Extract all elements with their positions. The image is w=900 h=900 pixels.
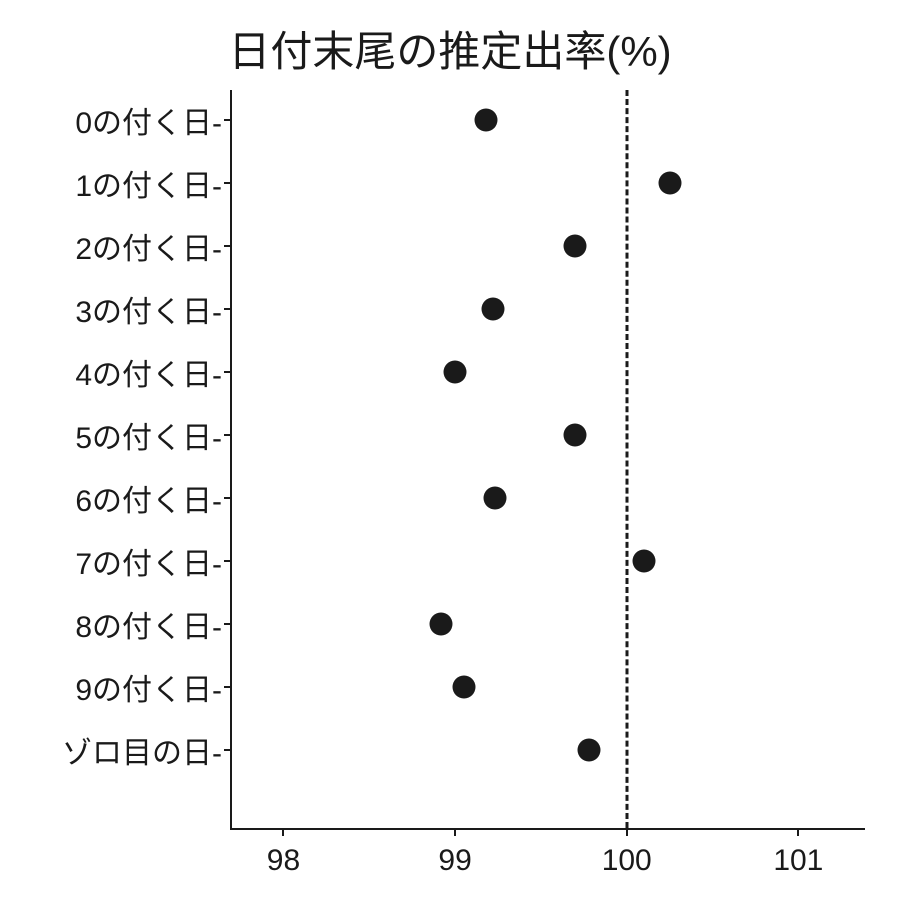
y-axis-label: 5の付く日- bbox=[75, 413, 222, 457]
data-marker bbox=[483, 487, 506, 510]
x-axis-label: 98 bbox=[267, 844, 300, 878]
y-axis-label: ゾロ目の日- bbox=[62, 728, 222, 772]
y-tick bbox=[224, 749, 232, 751]
data-marker bbox=[564, 235, 587, 258]
data-marker bbox=[658, 172, 681, 195]
x-axis-label: 99 bbox=[438, 844, 471, 878]
x-tick bbox=[454, 828, 456, 836]
chart-title: 日付末尾の推定出率(%) bbox=[0, 18, 900, 79]
x-axis-label: 100 bbox=[602, 844, 652, 878]
y-tick bbox=[224, 497, 232, 499]
y-tick bbox=[224, 245, 232, 247]
data-marker bbox=[564, 424, 587, 447]
reference-line bbox=[625, 90, 628, 828]
y-axis-label: 7の付く日- bbox=[75, 539, 222, 583]
y-axis-label: 8の付く日- bbox=[75, 602, 222, 646]
y-tick bbox=[224, 686, 232, 688]
x-tick bbox=[797, 828, 799, 836]
data-marker bbox=[577, 739, 600, 762]
y-axis-label: 4の付く日- bbox=[75, 350, 222, 394]
data-marker bbox=[475, 109, 498, 132]
y-axis-label: 9の付く日- bbox=[75, 665, 222, 709]
y-tick bbox=[224, 560, 232, 562]
y-tick bbox=[224, 623, 232, 625]
y-axis-label: 1の付く日- bbox=[75, 161, 222, 205]
data-marker bbox=[430, 613, 453, 636]
y-axis-label: 6の付く日- bbox=[75, 476, 222, 520]
y-tick bbox=[224, 434, 232, 436]
y-axis-label: 2の付く日- bbox=[75, 224, 222, 268]
y-tick bbox=[224, 119, 232, 121]
y-axis-label: 0の付く日- bbox=[75, 98, 222, 142]
y-tick bbox=[224, 182, 232, 184]
y-axis-label: 3の付く日- bbox=[75, 287, 222, 331]
y-tick bbox=[224, 371, 232, 373]
y-tick bbox=[224, 308, 232, 310]
data-marker bbox=[632, 550, 655, 573]
plot-area: 0の付く日-1の付く日-2の付く日-3の付く日-4の付く日-5の付く日-6の付く… bbox=[230, 90, 865, 830]
data-marker bbox=[444, 361, 467, 384]
data-marker bbox=[452, 676, 475, 699]
x-tick bbox=[626, 828, 628, 836]
chart-container: 日付末尾の推定出率(%) 0の付く日-1の付く日-2の付く日-3の付く日-4の付… bbox=[0, 0, 900, 900]
data-marker bbox=[481, 298, 504, 321]
x-tick bbox=[282, 828, 284, 836]
x-axis-label: 101 bbox=[773, 844, 823, 878]
